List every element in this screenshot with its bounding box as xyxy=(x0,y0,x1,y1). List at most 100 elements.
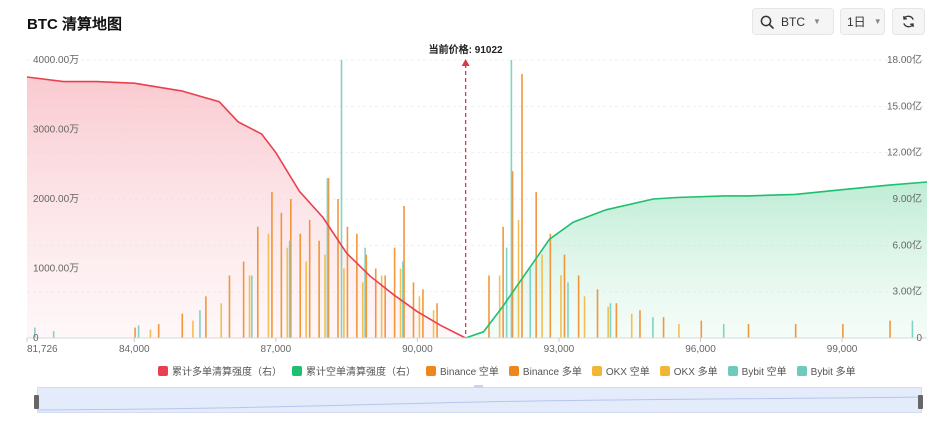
slider-grip[interactable] xyxy=(474,385,483,388)
liquidation-bar xyxy=(288,240,291,338)
legend-item[interactable]: Bybit 空单 xyxy=(727,363,787,378)
liquidation-bar xyxy=(403,205,405,338)
liquidation-bar xyxy=(364,247,366,338)
legend-label: Binance 空单 xyxy=(440,367,499,378)
liquidation-bar xyxy=(374,268,377,338)
liquidation-bar xyxy=(678,324,680,338)
legend-label: 累计空单清算强度（右） xyxy=(306,367,416,378)
legend-label: Bybit 多单 xyxy=(810,367,856,378)
legend-swatch xyxy=(796,365,807,376)
slider-handle-left[interactable] xyxy=(34,395,39,409)
x-tick-label: 90,000 xyxy=(402,344,433,355)
legend-item[interactable]: Binance 空单 xyxy=(426,363,499,378)
liquidation-bar xyxy=(299,233,302,338)
liquidation-bar xyxy=(290,199,292,338)
x-tick-label: 93,000 xyxy=(544,344,575,355)
y-left-tick-label: 4000.00万 xyxy=(33,55,79,66)
long-cumulative-line xyxy=(26,76,466,339)
liquidation-bar xyxy=(722,324,725,338)
y-right-tick-label: 3.00亿 xyxy=(893,285,922,298)
legend-item[interactable]: Bybit 多单 xyxy=(796,363,856,378)
liquidation-bar xyxy=(889,320,891,338)
liquidation-bar xyxy=(529,268,532,338)
slider-handle-right[interactable] xyxy=(918,395,923,409)
liquidation-bar xyxy=(583,296,586,338)
symbol-select[interactable]: BTC ▼ xyxy=(752,8,834,35)
liquidation-bar xyxy=(399,268,402,338)
x-tick-label: 81,726 xyxy=(27,344,58,355)
short-cumulative-area xyxy=(465,182,927,338)
liquidation-chart: 当前价格: 91022 81,726 84,000 87,000 90,000 93,0… xyxy=(26,43,928,355)
current-price-label: 当前价格: 91022 xyxy=(429,43,503,56)
liquidation-bar xyxy=(488,275,490,338)
liquidation-bar xyxy=(521,73,523,339)
liquidation-bar xyxy=(541,254,543,338)
liquidation-bar xyxy=(52,331,55,338)
liquidation-bar xyxy=(251,275,253,338)
legend-label: OKX 空单 xyxy=(605,367,650,378)
period-select[interactable]: 1日 ▼ xyxy=(840,8,885,35)
liquidation-bar xyxy=(267,233,270,338)
liquidation-bar xyxy=(652,317,654,338)
liquidation-bar xyxy=(498,275,501,338)
y-right-tick-label: 9.00亿 xyxy=(893,192,922,205)
liquidation-bar xyxy=(607,306,609,338)
long-cumulative-area xyxy=(27,77,466,338)
liquidation-bar xyxy=(422,289,424,338)
legend-item[interactable]: OKX 空单 xyxy=(591,363,650,378)
liquidation-bar xyxy=(337,199,339,338)
refresh-button[interactable] xyxy=(892,8,925,35)
liquidation-bar xyxy=(356,233,358,338)
refresh-icon xyxy=(903,15,914,28)
legend-item[interactable]: 累计空单清算强度（右） xyxy=(292,363,416,378)
liquidation-bar xyxy=(535,192,537,338)
liquidation-bar xyxy=(305,261,307,338)
liquidation-bar xyxy=(192,320,194,338)
search-icon xyxy=(760,15,774,29)
y-right-tick-label: 0 xyxy=(916,333,922,344)
liquidation-bar xyxy=(280,212,283,338)
liquidation-bar xyxy=(505,247,508,338)
liquidation-bar xyxy=(271,192,273,338)
liquidation-bar xyxy=(630,313,633,338)
short-cumulative-line xyxy=(465,181,928,339)
y-left-tick-label: 0 xyxy=(33,333,39,344)
liquidation-bar xyxy=(134,327,136,338)
liquidation-bar xyxy=(747,324,750,338)
liquidation-bar xyxy=(137,325,140,338)
liquidation-bar xyxy=(220,303,223,338)
y-axis-left: 0 1000.00万 2000.00万 3000.00万 4000.00万 xyxy=(33,55,79,344)
liquidation-bar xyxy=(402,261,404,338)
liquidation-bar xyxy=(308,219,311,338)
liquidation-bar xyxy=(609,303,612,338)
legend-item[interactable]: Binance 多单 xyxy=(508,363,582,378)
liquidation-bar xyxy=(502,226,504,338)
legend-swatch xyxy=(659,365,670,376)
y-right-tick-label: 6.00亿 xyxy=(893,238,922,251)
y-left-tick-label: 3000.00万 xyxy=(33,125,79,136)
page-title: BTC 清算地图 xyxy=(27,16,122,33)
liquidation-bar xyxy=(842,324,844,338)
legend-label: 累计多单清算强度（右） xyxy=(172,367,282,378)
liquidation-bar xyxy=(596,289,599,338)
period-value: 1日 xyxy=(847,15,866,29)
zoom-slider[interactable] xyxy=(37,387,922,413)
legend-item[interactable]: 累计多单清算强度（右） xyxy=(158,363,282,378)
y-right-tick-label: 15.00亿 xyxy=(887,99,922,112)
y-left-tick-label: 2000.00万 xyxy=(33,194,79,205)
legend-label: OKX 多单 xyxy=(673,367,718,378)
legend-swatch xyxy=(591,365,602,376)
liquidation-bar xyxy=(157,324,160,338)
liquidation-bar xyxy=(228,275,231,338)
liquidation-bar xyxy=(340,60,343,338)
liquidation-bar xyxy=(34,327,36,338)
liquidation-bar xyxy=(181,313,184,338)
liquidation-bar xyxy=(510,60,513,338)
y-left-tick-label: 1000.00万 xyxy=(33,264,79,275)
liquidation-bar xyxy=(560,275,562,338)
liquidation-bar xyxy=(432,310,435,338)
liquidation-bar xyxy=(343,268,345,338)
legend-swatch xyxy=(158,365,168,376)
legend-item[interactable]: OKX 多单 xyxy=(659,363,718,378)
liquidation-bar xyxy=(418,296,421,338)
